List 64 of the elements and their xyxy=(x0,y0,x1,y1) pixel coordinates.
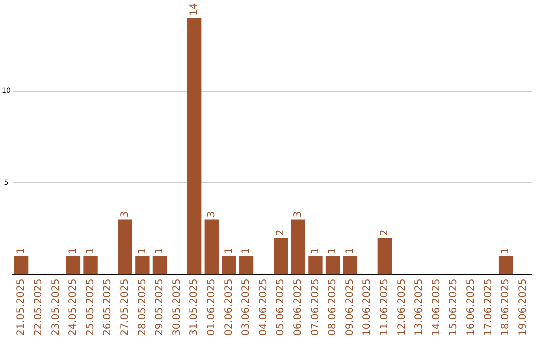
x-tick-label: 11.06.2025 xyxy=(380,278,391,336)
x-tick-label: 10.06.2025 xyxy=(362,278,374,336)
x-tick-label: 08.06.2025 xyxy=(328,278,339,336)
x-tick-label: 31.05.2025 xyxy=(189,278,200,336)
data-label: 1 xyxy=(328,248,339,254)
x-tick-label: 22.05.2025 xyxy=(33,278,44,336)
bar xyxy=(326,256,340,275)
x-tick-label: 14.06.2025 xyxy=(431,278,442,336)
bar xyxy=(291,220,306,275)
x-tick-label: 04.06.2025 xyxy=(258,278,270,336)
data-label: 14 xyxy=(189,3,200,16)
bar xyxy=(308,256,323,275)
data-label: 3 xyxy=(120,211,131,218)
data-label: 1 xyxy=(85,248,96,254)
bar xyxy=(136,256,150,275)
x-tick-label: 07.06.2025 xyxy=(310,278,322,336)
bar xyxy=(118,220,132,275)
bar xyxy=(152,256,168,275)
x-tick-label: 15.06.2025 xyxy=(448,278,460,336)
x-tick-label: 05.06.2025 xyxy=(276,278,287,336)
x-tick-label: 28.05.2025 xyxy=(137,278,148,336)
data-label: 1 xyxy=(344,248,356,254)
x-tick-label: 25.05.2025 xyxy=(85,278,96,336)
x-tick-label: 23.05.2025 xyxy=(50,278,62,336)
x-tick-label: 01.06.2025 xyxy=(206,278,218,336)
x-tick-label: 24.05.2025 xyxy=(68,278,80,336)
data-label: 2 xyxy=(380,230,391,236)
x-tick-label: 21.05.2025 xyxy=(16,278,28,336)
x-tick-label: 27.05.2025 xyxy=(120,278,131,336)
data-label: 1 xyxy=(241,248,252,254)
bar xyxy=(204,220,219,275)
x-tick-label: 18.06.2025 xyxy=(500,278,512,336)
x-tick-label: 29.05.2025 xyxy=(154,278,166,336)
data-label: 1 xyxy=(16,248,28,254)
x-tick-label: 30.05.2025 xyxy=(172,278,183,336)
data-label: 2 xyxy=(276,230,287,236)
bar xyxy=(84,256,98,275)
bar xyxy=(343,256,358,275)
data-label: 1 xyxy=(154,248,166,254)
data-label: 3 xyxy=(206,211,218,218)
x-tick-label: 06.06.2025 xyxy=(293,278,304,336)
bar xyxy=(378,238,392,275)
data-label: 1 xyxy=(68,248,80,254)
x-tick-label: 03.06.2025 xyxy=(241,278,252,336)
bar xyxy=(187,18,202,275)
x-tick-label: 09.06.2025 xyxy=(344,278,356,336)
x-tick-label: 02.06.2025 xyxy=(224,278,235,336)
x-tick-label: 12.06.2025 xyxy=(396,278,408,336)
bar xyxy=(14,256,29,275)
x-tick-label: 13.06.2025 xyxy=(414,278,426,336)
bar xyxy=(498,256,514,275)
data-label: 1 xyxy=(500,248,512,254)
data-label: 3 xyxy=(293,211,304,218)
bar xyxy=(222,256,236,275)
data-label: 1 xyxy=(224,248,235,254)
bar xyxy=(66,256,81,275)
bar xyxy=(239,256,254,275)
data-label: 1 xyxy=(137,248,148,254)
bar xyxy=(274,238,288,275)
x-tick-label: 16.06.2025 xyxy=(466,278,478,336)
data-label: 1 xyxy=(310,248,322,254)
x-tick-label: 19.06.2025 xyxy=(518,278,529,336)
x-tick-label: 26.05.2025 xyxy=(102,278,114,336)
x-tick-label: 17.06.2025 xyxy=(483,278,494,336)
